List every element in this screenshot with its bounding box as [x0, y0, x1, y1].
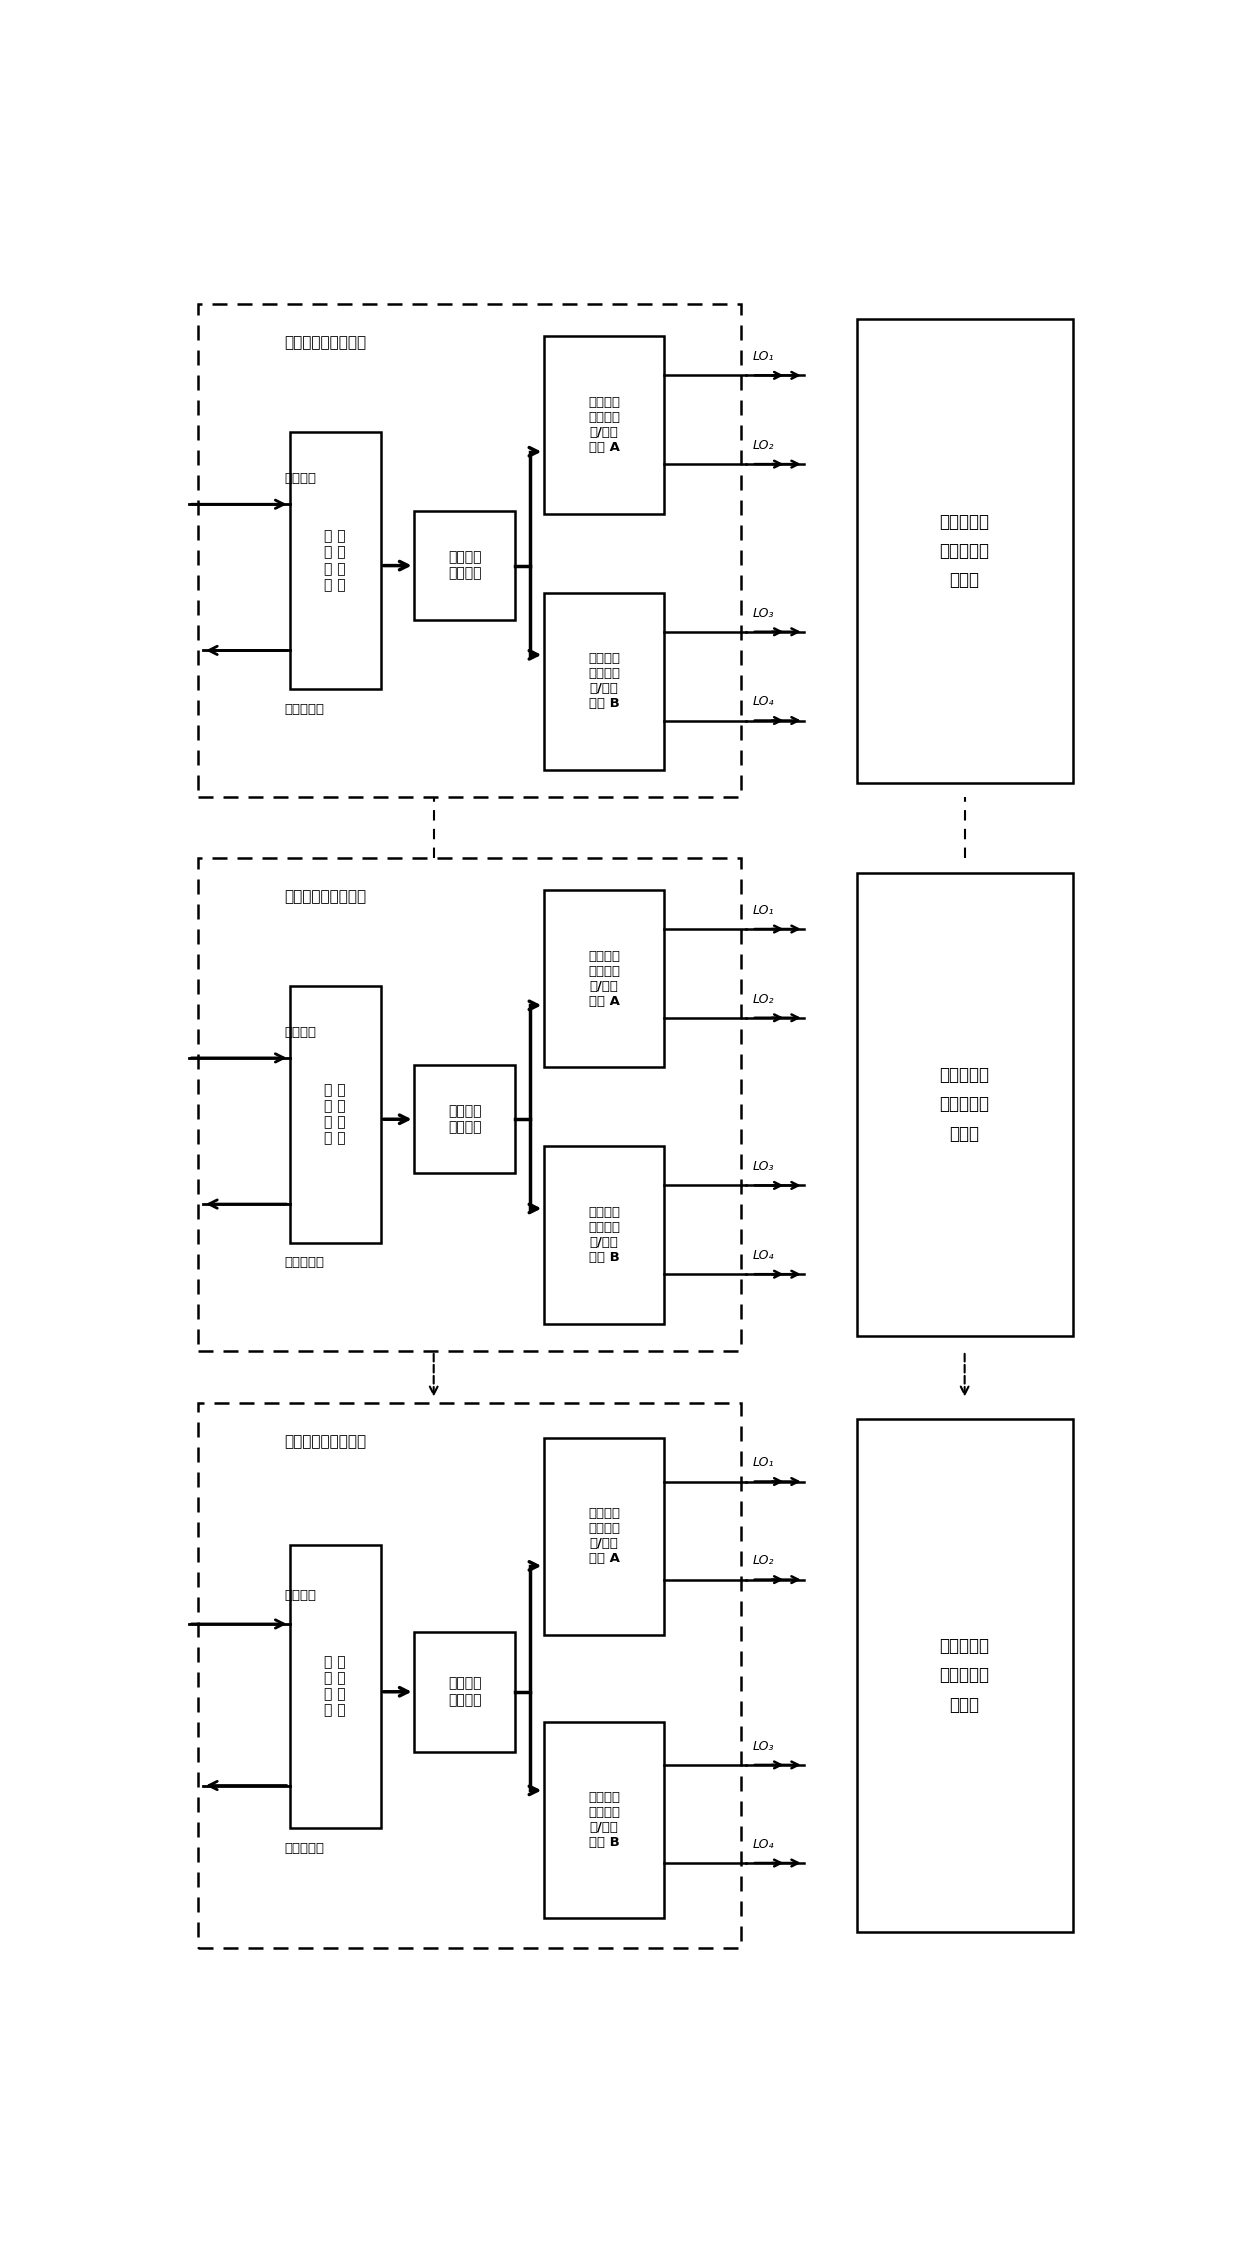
Text: 二级末端
稳幅式功
分/放大
单元 B: 二级末端 稳幅式功 分/放大 单元 B: [588, 1791, 620, 1849]
Text: LO₄: LO₄: [753, 1838, 774, 1852]
Text: 级联扩展口: 级联扩展口: [285, 703, 325, 717]
Text: LO₂: LO₂: [753, 993, 774, 1007]
Text: 级联扩展口: 级联扩展口: [285, 1256, 325, 1270]
Text: 二级末端
稳幅式功
分/放大
单元 A: 二级末端 稳幅式功 分/放大 单元 A: [588, 395, 620, 454]
Text: 二级末端
稳幅式功
分/放大
单元 A: 二级末端 稳幅式功 分/放大 单元 A: [588, 950, 620, 1007]
Bar: [544, 593, 665, 771]
Bar: [198, 1402, 742, 1948]
Text: LO₂: LO₂: [753, 438, 774, 452]
Bar: [198, 858, 742, 1350]
Text: 一级功分
放大单元: 一级功分 放大单元: [448, 1103, 481, 1135]
Text: 本发明本振功分装置: 本发明本振功分装置: [285, 890, 367, 903]
Text: 一级功分
放大单元: 一级功分 放大单元: [448, 1676, 481, 1708]
Text: 矢量网络分
析仪四通道
接收机: 矢量网络分 析仪四通道 接收机: [940, 1067, 990, 1144]
Text: 本 振
级 联
扩 展
单 元: 本 振 级 联 扩 展 单 元: [325, 530, 346, 591]
Text: 二级末端
稳幅式功
分/放大
单元 A: 二级末端 稳幅式功 分/放大 单元 A: [588, 1508, 620, 1566]
Text: LO₄: LO₄: [753, 1249, 774, 1263]
Text: 本 振
级 联
扩 展
单 元: 本 振 级 联 扩 展 单 元: [325, 1656, 346, 1717]
Bar: [544, 1721, 665, 1919]
Text: 一级功分
放大单元: 一级功分 放大单元: [448, 551, 481, 580]
Text: 矢量网络分
析仪四通道
接收机: 矢量网络分 析仪四通道 接收机: [940, 1638, 990, 1714]
Bar: [857, 319, 1073, 782]
Text: 本发明本振功分装置: 本发明本振功分装置: [285, 1434, 367, 1449]
Text: 本发明本振功分装置: 本发明本振功分装置: [285, 335, 367, 351]
Text: 二级末端
稳幅式功
分/放大
单元 B: 二级末端 稳幅式功 分/放大 单元 B: [588, 1207, 620, 1265]
Bar: [198, 303, 742, 798]
Text: 矢量网络分
析仪四通道
接收机: 矢量网络分 析仪四通道 接收机: [940, 512, 990, 589]
Text: LO₁: LO₁: [753, 351, 774, 364]
Bar: [414, 1065, 516, 1173]
Text: 本振输入: 本振输入: [285, 1027, 316, 1038]
Bar: [544, 1438, 665, 1634]
Text: LO₃: LO₃: [753, 607, 774, 620]
Bar: [290, 431, 381, 690]
Text: 本振输入: 本振输入: [285, 472, 316, 485]
Bar: [414, 1631, 516, 1753]
Bar: [544, 337, 665, 515]
Text: LO₁: LO₁: [753, 1456, 774, 1470]
Bar: [544, 890, 665, 1067]
Text: 本 振
级 联
扩 展
单 元: 本 振 级 联 扩 展 单 元: [325, 1083, 346, 1146]
Bar: [290, 1544, 381, 1829]
Text: LO₂: LO₂: [753, 1555, 774, 1568]
Bar: [290, 986, 381, 1243]
Bar: [857, 872, 1073, 1337]
Text: LO₃: LO₃: [753, 1159, 774, 1173]
Bar: [414, 512, 516, 620]
Text: 二级末端
稳幅式功
分/放大
单元 B: 二级末端 稳幅式功 分/放大 单元 B: [588, 652, 620, 710]
Text: 级联扩展口: 级联扩展口: [285, 1843, 325, 1854]
Bar: [544, 1146, 665, 1323]
Text: LO₄: LO₄: [753, 694, 774, 708]
Text: 本振输入: 本振输入: [285, 1589, 316, 1602]
Bar: [857, 1420, 1073, 1932]
Text: LO₃: LO₃: [753, 1739, 774, 1753]
Text: LO₁: LO₁: [753, 903, 774, 917]
